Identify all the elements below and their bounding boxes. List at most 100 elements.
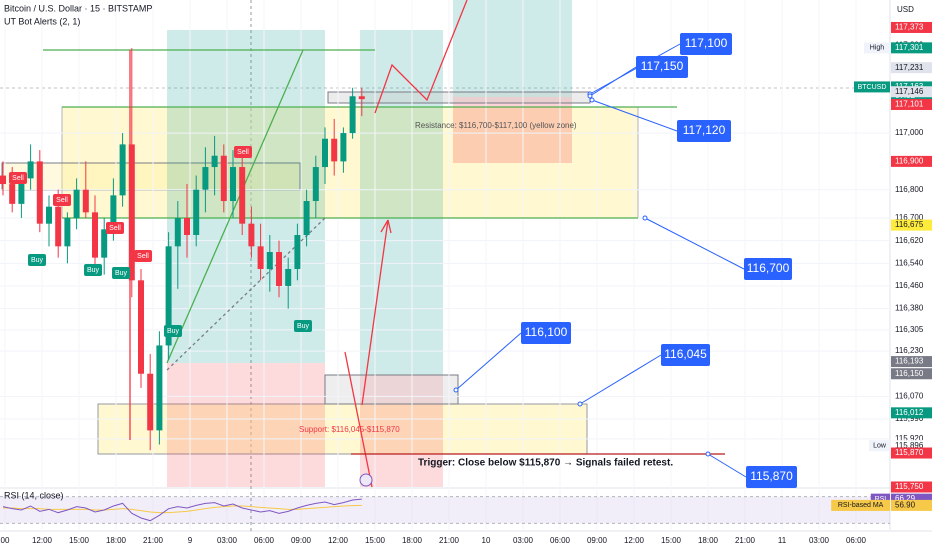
y-tick-label: 116,460 — [895, 281, 924, 290]
price-badge-label: 116,012 — [895, 408, 924, 417]
rsi-tag — [831, 499, 890, 511]
range-box — [1, 162, 301, 191]
red-line — [387, 219, 392, 234]
price-badge-label: 115,896 — [895, 441, 924, 450]
price-tag-label: High — [870, 45, 885, 52]
candle-body — [82, 189, 89, 213]
candle-body — [349, 96, 356, 134]
signal-box — [164, 325, 182, 337]
x-tick-label: 06:00 — [550, 536, 571, 545]
signal-box — [134, 250, 152, 262]
x-tick-label: 12:00 — [624, 536, 645, 545]
price-badge-label: 117,231 — [895, 63, 924, 72]
candle-body — [184, 218, 190, 236]
callout-label: 116,100 — [525, 325, 568, 339]
candle-body — [0, 175, 6, 185]
position-loss — [167, 363, 325, 487]
candle-body — [266, 251, 273, 269]
x-tick-label: 15:00 — [365, 536, 386, 545]
candle-body — [358, 96, 365, 100]
signal-label: Buy — [297, 323, 310, 330]
price-tag-label: BTCUSD — [858, 84, 887, 91]
signal-box — [234, 146, 252, 158]
callout-label: 117,120 — [683, 123, 726, 137]
price-badge-label: 117,101 — [895, 100, 924, 109]
x-tick-label: 15:00 — [69, 536, 90, 545]
x-tick-label: 06:00 — [846, 536, 867, 545]
y-tick-label: 115,990 — [895, 414, 924, 423]
signal-box — [9, 172, 27, 184]
candle-body — [110, 195, 117, 230]
callout-box — [746, 466, 797, 488]
candle-body — [230, 167, 236, 202]
candle-body — [138, 280, 144, 374]
price-box — [324, 374, 459, 405]
support-zone — [97, 403, 588, 455]
candle-body — [202, 167, 209, 190]
y-tick-label: 115,920 — [895, 434, 924, 443]
candle-body — [211, 155, 218, 168]
y-tick-label: 116,620 — [895, 236, 924, 245]
price-badge — [891, 356, 932, 368]
y-tick-label: 116,305 — [895, 325, 924, 334]
signal-label: Sell — [56, 197, 68, 204]
price-tag — [854, 81, 890, 93]
callout-leader — [644, 217, 745, 270]
price-badge-label: 117,373 — [895, 23, 924, 32]
callout-label: 117,100 — [685, 36, 728, 50]
candle-body — [220, 155, 227, 202]
candle-body — [285, 268, 292, 286]
price-badge — [891, 21, 932, 33]
chart-title: Bitcoin / U.S. Dollar · 15 · BITSTAMP — [4, 3, 152, 13]
candle-body — [193, 189, 200, 236]
price-badge-label: 116,150 — [895, 369, 924, 378]
callout-box — [677, 120, 731, 142]
drawings — [0, 0, 932, 532]
y-tick-label: 116,700 — [895, 213, 924, 222]
candle-body — [27, 161, 34, 179]
candle-body — [92, 212, 98, 258]
position-profit — [360, 30, 443, 375]
price-badge-label: 117,146 — [895, 87, 924, 96]
candle-body — [294, 235, 301, 269]
callout-anchor — [642, 215, 648, 221]
callout-leader — [707, 453, 747, 478]
y-tick-label: 116,380 — [895, 304, 924, 313]
signal-box — [106, 222, 124, 234]
y-tick-label: 116,540 — [895, 258, 924, 267]
price-badge-label: 115,870 — [895, 448, 924, 457]
rsi-badge — [891, 499, 932, 511]
signal-box — [53, 194, 71, 206]
price-badge — [891, 440, 932, 452]
x-tick-label: 11 — [778, 536, 787, 545]
annotations: 117,000 116,800 116,700 116,620 116,540 116,4… — [1, 21, 932, 545]
candles — [0, 48, 365, 522]
x-tick-label: 06:00 — [254, 536, 275, 545]
candle-body — [276, 251, 282, 286]
x-tick-label: 10 — [482, 536, 491, 545]
rsi-tag-label: RSI — [875, 496, 887, 503]
x-tick-label: 15:00 — [661, 536, 682, 545]
x-tick-label: 18:00 — [698, 536, 719, 545]
red-path — [374, 0, 468, 114]
rsi-title: RSI (14, close) — [4, 490, 64, 500]
x-tick-label: 12:00 — [328, 536, 349, 545]
x-tick-label: 9 — [188, 536, 193, 545]
candle-body — [55, 206, 62, 247]
callout-box — [680, 33, 732, 55]
x-tick-label: 00 — [1, 536, 10, 545]
currency: USD — [897, 5, 914, 14]
rsi-line — [2, 498, 362, 522]
signal-label: Buy — [167, 328, 180, 335]
x-tick-label: 03:00 — [513, 536, 534, 545]
callout-leader — [589, 43, 681, 95]
trend-line — [166, 49, 304, 364]
callout-anchor — [453, 387, 459, 393]
signal-label: Sell — [237, 149, 249, 156]
price-badge — [891, 368, 932, 380]
x-tick-label: 03:00 — [809, 536, 830, 545]
callout-label: 117,150 — [641, 59, 684, 73]
candle-body — [73, 189, 80, 219]
callout-leader — [579, 354, 662, 405]
